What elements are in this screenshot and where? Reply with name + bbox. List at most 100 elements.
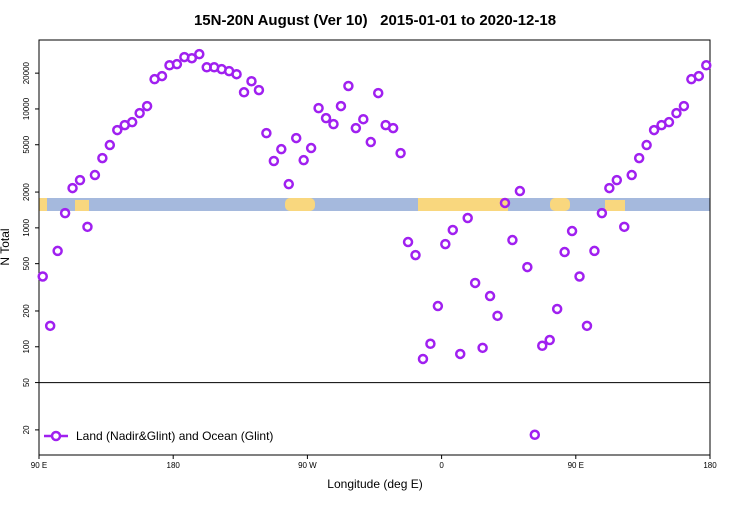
point — [67, 182, 78, 194]
point — [261, 127, 272, 139]
point — [231, 68, 242, 80]
point — [604, 182, 615, 194]
point — [246, 75, 257, 87]
point — [417, 353, 429, 365]
y-tick-label: 200 — [22, 304, 31, 318]
point — [298, 154, 309, 166]
point — [328, 118, 339, 130]
point — [44, 320, 56, 332]
y-tick-label: 20000 — [22, 61, 31, 84]
y-axis-label: N Total — [0, 228, 12, 265]
point — [358, 113, 369, 125]
x-axis-label: Longitude (deg E) — [327, 477, 422, 491]
y-tick-label: 20 — [22, 425, 31, 434]
point — [134, 107, 145, 119]
point — [141, 100, 153, 112]
ocean-band — [39, 198, 710, 211]
point — [276, 143, 287, 155]
x-tick-label: 180 — [167, 461, 181, 470]
point — [171, 58, 183, 70]
land-patch — [75, 200, 89, 211]
point — [290, 132, 302, 144]
point — [484, 290, 496, 302]
y-tick-label: 1000 — [22, 218, 31, 236]
point — [305, 142, 317, 154]
point — [663, 116, 675, 128]
x-tick-label: 0 — [439, 461, 444, 470]
point — [343, 80, 354, 92]
point — [74, 174, 86, 186]
x-tick-label: 90 E — [31, 461, 47, 470]
point — [574, 271, 585, 282]
y-tick-label: 500 — [22, 256, 31, 270]
point — [596, 207, 608, 219]
point — [701, 60, 712, 71]
x-tick-label: 90 E — [568, 461, 584, 470]
land-patch — [605, 200, 625, 211]
land-patch — [39, 198, 47, 211]
point — [462, 212, 473, 224]
point — [611, 174, 623, 186]
legend-label: Land (Nadir&Glint) and Ocean (Glint) — [76, 429, 273, 443]
point — [372, 87, 384, 99]
point — [97, 152, 108, 164]
point — [454, 348, 466, 360]
point — [648, 124, 660, 136]
point — [514, 185, 526, 197]
point — [104, 139, 116, 151]
point — [395, 147, 406, 159]
land-patch — [285, 198, 315, 211]
point — [335, 100, 347, 112]
point — [268, 155, 280, 167]
point — [186, 52, 198, 64]
point — [469, 277, 481, 289]
point — [589, 245, 600, 257]
y-tick-label: 2000 — [22, 183, 31, 201]
point — [447, 224, 459, 236]
map-strip — [39, 198, 710, 211]
land-patch — [550, 198, 570, 211]
point — [432, 300, 444, 312]
point — [194, 48, 205, 60]
point — [238, 87, 250, 98]
point — [37, 271, 48, 282]
point — [566, 225, 578, 237]
point — [320, 112, 332, 124]
point — [52, 245, 63, 257]
point — [440, 238, 451, 250]
point — [82, 221, 93, 233]
point — [365, 136, 377, 148]
legend-marker — [50, 430, 62, 442]
point — [633, 152, 645, 164]
y-tick-label: 10000 — [22, 97, 31, 120]
point — [350, 122, 362, 134]
point — [626, 169, 637, 181]
y-tick-label: 100 — [22, 340, 31, 354]
point — [59, 207, 71, 219]
land-patch — [418, 198, 508, 211]
point — [619, 221, 630, 233]
point — [693, 70, 705, 82]
point — [126, 116, 138, 128]
point — [559, 246, 570, 258]
point — [499, 197, 511, 209]
point — [641, 139, 652, 151]
point — [544, 334, 555, 346]
point — [522, 261, 533, 273]
point — [529, 429, 541, 441]
chart-title: 15N-20N August (Ver 10) 2015-01-01 to 20… — [194, 12, 556, 29]
point — [402, 236, 414, 248]
y-tick-label: 50 — [22, 378, 31, 387]
point — [112, 124, 123, 136]
point — [507, 234, 518, 246]
point — [477, 342, 488, 354]
point — [410, 249, 421, 261]
point — [313, 102, 324, 114]
point — [671, 107, 682, 119]
point — [283, 178, 295, 190]
point — [89, 169, 101, 181]
point — [156, 70, 168, 82]
point — [253, 84, 265, 96]
x-tick-label: 180 — [703, 461, 717, 470]
